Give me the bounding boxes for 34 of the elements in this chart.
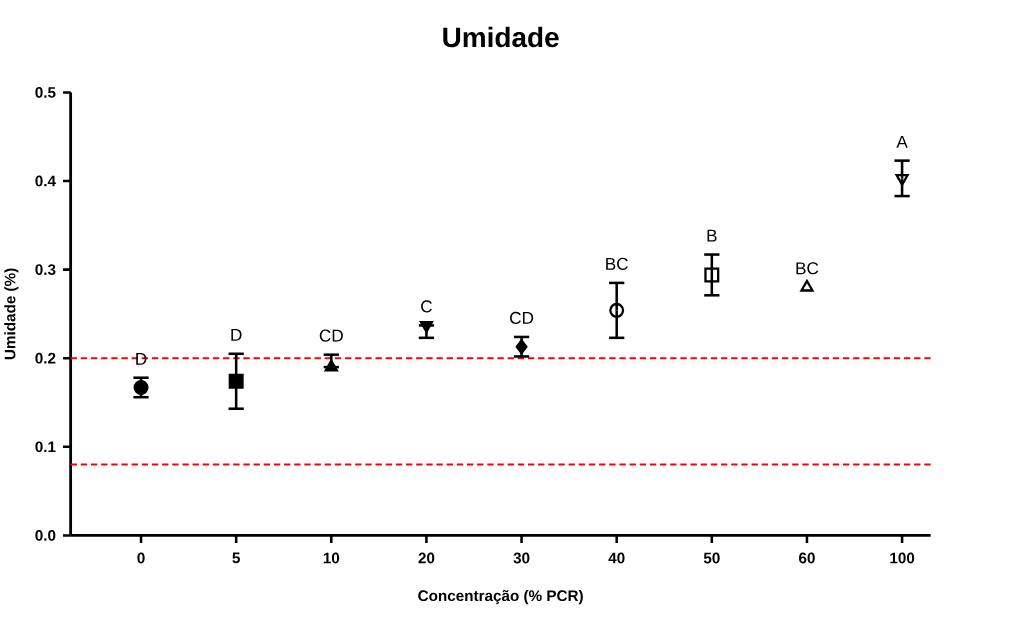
y-tick-label: 0.1: [35, 441, 56, 453]
y-tick-label: 0.3: [35, 264, 56, 276]
x-tick-label: 20: [418, 552, 435, 564]
point: [895, 174, 909, 186]
annotation: B: [707, 229, 717, 242]
x-tick-label: 10: [323, 552, 340, 564]
annotation: CD: [319, 329, 343, 342]
annotation: BC: [796, 262, 819, 275]
y-tick-label: 0.5: [35, 87, 56, 98]
chart-title: Umidade: [443, 26, 559, 48]
annotation: BC: [606, 257, 628, 271]
x-tick-label: 100: [890, 552, 915, 564]
point: [704, 267, 720, 283]
x-tick-label: 5: [232, 552, 240, 564]
x-tick-label: 60: [799, 552, 815, 564]
point: [133, 380, 149, 396]
x-tick-label: 50: [703, 552, 720, 564]
annotation: C: [421, 300, 432, 313]
x-tick-label: 40: [608, 552, 625, 564]
point: [419, 321, 434, 334]
point: [324, 359, 338, 372]
annotation: A: [896, 135, 908, 148]
x-axis-title: Concentração (% PCR): [418, 590, 583, 605]
y-tick-label: 0.0: [35, 530, 56, 541]
annotation: CD: [510, 311, 534, 325]
point: [515, 339, 528, 355]
annotation: D: [231, 329, 242, 341]
point: [609, 302, 625, 318]
x-tick-label: 30: [513, 552, 530, 564]
y-tick-label: 0.4: [35, 175, 56, 187]
x-tick-label: 0: [137, 552, 145, 564]
point: [228, 373, 244, 389]
y-axis-title: Umidade (%): [4, 268, 19, 360]
y-tick-label: 0.2: [35, 352, 56, 364]
